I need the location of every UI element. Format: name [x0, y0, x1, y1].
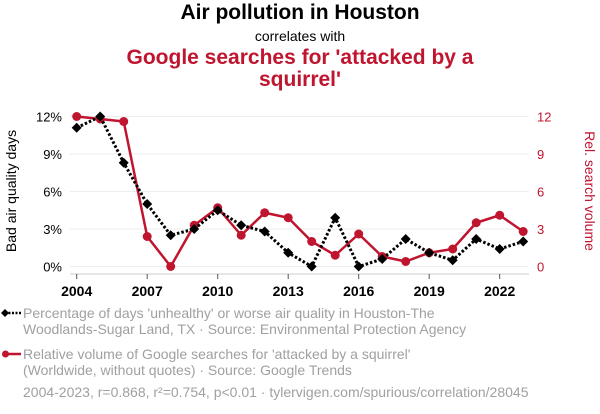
air-quality-point [283, 247, 294, 258]
left-axis-ticks: 0% 3% 6% 9% 12% [36, 110, 62, 275]
right-axis-ticks: 0 3 6 9 12 [537, 110, 551, 275]
search-volume-point [401, 257, 411, 266]
search-volume-point [330, 250, 340, 260]
search-volume-point [471, 218, 481, 228]
chart-title-secondary: Google searches for 'attacked by a squir… [126, 46, 474, 91]
air-quality-point [353, 261, 364, 272]
air-quality-point [377, 254, 388, 264]
air-quality-point [236, 220, 247, 231]
search-volume-point [495, 210, 505, 220]
search-volume-point [72, 112, 82, 121]
legend-item-air-quality: Percentage of days 'unhealthy' or worse … [1, 305, 467, 337]
circle-solid-line-icon [2, 350, 21, 358]
right-axis-label: Rel. search volume [582, 131, 598, 251]
line-chart: 2004 2007 2010 2013 2016 2019 2022 0% 3% 6% 9% 12%… [3, 110, 598, 300]
right-tick-label: 6 [537, 185, 544, 200]
air-quality-point [330, 212, 341, 223]
air-quality-point [165, 230, 176, 241]
left-tick-label: 0% [43, 260, 62, 275]
footer-stats: 2004-2023, r=0.868, r²=0.754, p<0.01 · t… [23, 384, 529, 400]
search-volume-point [354, 229, 364, 239]
search-volume-point [236, 230, 246, 240]
air-quality-point [424, 247, 435, 258]
air-quality-point [71, 122, 82, 133]
search-volume-point [260, 208, 270, 218]
search-volume-point [518, 227, 528, 236]
search-volume-point [283, 213, 293, 223]
left-tick-label: 3% [43, 222, 62, 237]
air-quality-point [95, 111, 106, 122]
x-tick-label: 2004 [61, 283, 92, 299]
x-tick-label: 2022 [484, 283, 515, 299]
right-tick-label: 9 [537, 147, 544, 162]
left-tick-label: 9% [43, 147, 62, 162]
air-quality-point [471, 234, 482, 244]
search-volume-point [307, 237, 317, 246]
legend-text-line2: (Worldwide, without quotes) · Source: Go… [23, 362, 352, 378]
x-tick-label: 2013 [273, 283, 304, 299]
air-quality-point [189, 224, 200, 234]
chart-subtitle: correlates with [254, 28, 346, 44]
search-volume-point [142, 232, 152, 241]
legend-text-line1: Relative volume of Google searches for '… [23, 346, 411, 362]
x-tick-label: 2016 [343, 283, 374, 299]
series-air-quality [71, 111, 529, 272]
search-volume-point [166, 262, 176, 271]
air-quality-point [447, 255, 458, 266]
search-volume-point [119, 117, 129, 126]
right-tick-label: 12 [537, 110, 551, 125]
right-tick-label: 0 [537, 260, 544, 275]
air-quality-point [306, 261, 317, 272]
air-quality-point [494, 244, 505, 254]
air-quality-point [212, 205, 223, 216]
air-quality-line [76, 114, 524, 269]
x-tick-label: 2007 [132, 283, 163, 299]
search-volume-point [448, 244, 458, 254]
legend-text-line2: Woodlands-Sugar Land, TX · Source: Envir… [23, 321, 467, 337]
left-tick-label: 12% [36, 110, 62, 125]
air-quality-point [118, 157, 129, 168]
left-tick-label: 6% [43, 185, 62, 200]
air-quality-point [142, 199, 153, 209]
air-quality-point [259, 226, 270, 237]
right-tick-label: 3 [537, 222, 544, 237]
air-quality-point [400, 234, 411, 244]
x-tick-label: 2010 [202, 283, 233, 299]
x-tick-label: 2019 [414, 283, 445, 299]
diamond-dotted-line-icon [1, 309, 21, 317]
legend-item-search-volume: Relative volume of Google searches for '… [2, 346, 411, 378]
left-axis-label: Bad air quality days [3, 130, 19, 252]
legend-text-line1: Percentage of days 'unhealthy' or worse … [23, 305, 435, 321]
x-axis-ticks: 2004 2007 2010 2013 2016 2019 2022 [61, 274, 515, 299]
air-quality-point [518, 236, 529, 247]
chart-title: Air pollution in Houston [180, 1, 420, 24]
